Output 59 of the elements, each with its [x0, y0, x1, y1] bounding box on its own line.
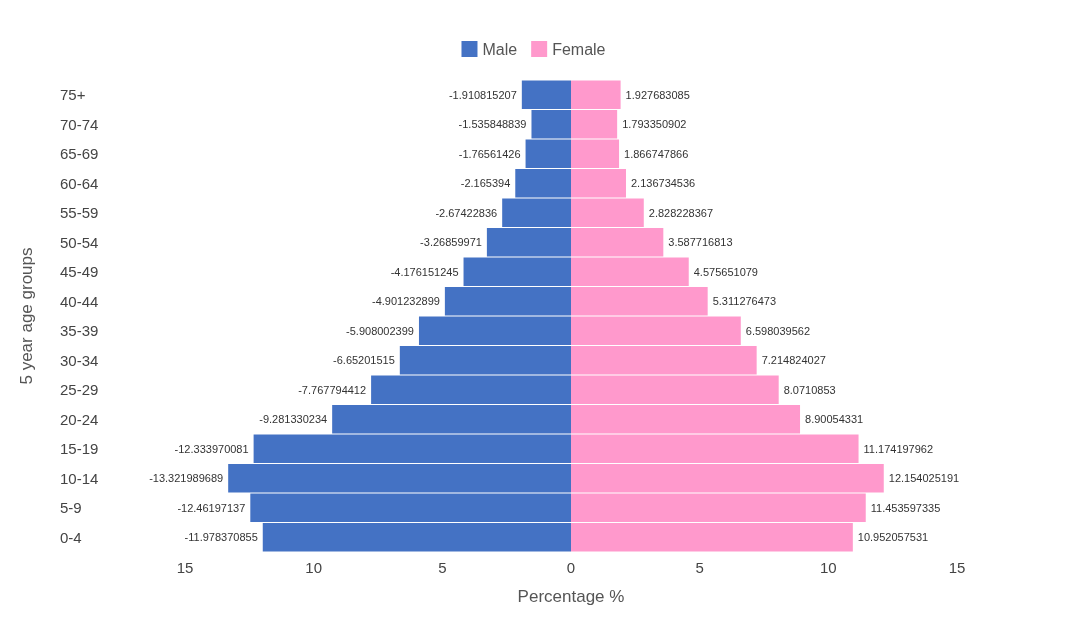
- data-label: -12.46197137: [177, 501, 246, 514]
- data-label: 11.453597335: [870, 501, 941, 514]
- y-tick-label: 50-54: [60, 233, 99, 251]
- data-label: 1.866747866: [624, 147, 689, 160]
- x-tick-label: 5: [438, 559, 447, 576]
- x-axis-title: Percentage %: [517, 587, 625, 606]
- data-label: -1.535848839: [458, 118, 527, 131]
- data-label: -11.978370855: [184, 531, 258, 544]
- legend-label: Female: [552, 40, 606, 58]
- y-tick-label: 45-49: [60, 263, 99, 281]
- y-tick-label: 10-14: [60, 469, 99, 487]
- data-label: -9.281330234: [259, 413, 328, 426]
- y-tick-label: 25-29: [60, 381, 99, 399]
- data-label: 8.0710853: [783, 383, 836, 396]
- x-tick-label: 15: [176, 559, 194, 576]
- y-tick-label: 30-34: [60, 351, 99, 369]
- data-label: -5.908002399: [346, 324, 414, 337]
- x-tick-label: 15: [948, 559, 966, 576]
- y-tick-label: 70-74: [60, 115, 99, 133]
- data-label: -7.767794412: [298, 383, 367, 396]
- y-tick-label: 75+: [60, 86, 86, 104]
- data-label: -1.910815207: [448, 88, 517, 101]
- y-tick-label: 20-24: [60, 410, 99, 428]
- y-tick-label: 55-59: [60, 204, 99, 222]
- y-tick-label: 5-9: [60, 499, 82, 517]
- data-label: 5.311276473: [712, 295, 777, 308]
- data-label: -4.176151245: [390, 265, 459, 278]
- y-tick-label: 40-44: [60, 292, 99, 310]
- data-label: 11.174197962: [863, 442, 934, 455]
- data-label: -6.65201515: [333, 354, 395, 367]
- x-tick-label: 0: [566, 559, 576, 576]
- data-label: 2.136734536: [630, 177, 696, 190]
- y-tick-label: 15-19: [60, 440, 99, 458]
- data-label: -1.76561426: [458, 147, 521, 160]
- y-tick-label: 60-64: [60, 174, 99, 192]
- x-tick-label: 10: [819, 559, 837, 576]
- data-label: 3.587716813: [668, 236, 733, 249]
- data-label: 6.598039562: [745, 324, 811, 337]
- data-label: -3.26859971: [420, 236, 482, 249]
- y-axis-title: 5 year age groups: [17, 247, 36, 385]
- x-tick-label: 5: [695, 559, 704, 576]
- y-tick-label: 35-39: [60, 322, 99, 340]
- data-label: 1.927683085: [625, 88, 690, 101]
- data-label: -12.333970081: [174, 442, 249, 455]
- y-tick-label: 65-69: [60, 145, 99, 163]
- data-label: 1.793350902: [622, 118, 687, 131]
- data-label: 8.90054331: [805, 413, 864, 426]
- legend-label: Male: [482, 40, 518, 58]
- data-label: -2.165394: [460, 177, 511, 190]
- data-label: 7.214824027: [761, 354, 826, 367]
- data-label: 12.154025191: [888, 472, 960, 485]
- data-label: -2.67422836: [435, 206, 498, 219]
- data-label: -4.901232899: [371, 295, 440, 308]
- data-label: 10.952057531: [857, 531, 929, 544]
- y-tick-label: 0-4: [60, 528, 82, 546]
- data-label: 4.575651079: [693, 265, 758, 278]
- data-label: -13.321989689: [149, 472, 224, 485]
- x-tick-label: 10: [305, 559, 323, 576]
- data-label: 2.828228367: [648, 206, 714, 219]
